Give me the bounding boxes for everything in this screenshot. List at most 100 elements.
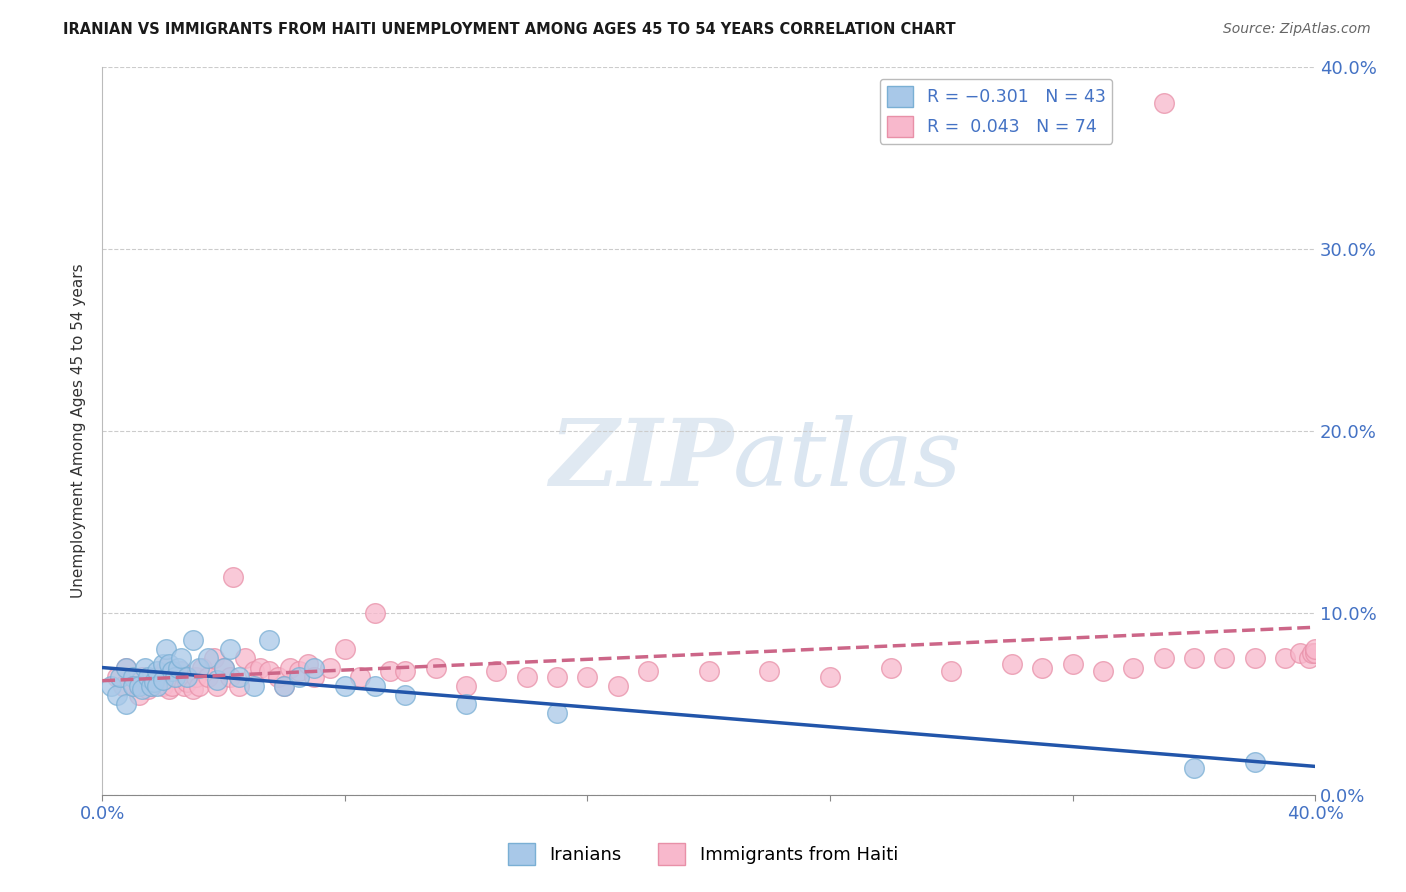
Point xyxy=(257,664,280,678)
Point xyxy=(1122,660,1144,674)
Point xyxy=(152,679,174,693)
Point xyxy=(637,664,659,678)
Point xyxy=(167,670,190,684)
Point xyxy=(170,664,193,678)
Point xyxy=(173,679,195,693)
Point xyxy=(181,633,204,648)
Point xyxy=(170,651,193,665)
Point xyxy=(155,642,177,657)
Point xyxy=(249,660,271,674)
Point xyxy=(228,679,250,693)
Point xyxy=(333,642,356,657)
Point xyxy=(1062,657,1084,671)
Point xyxy=(207,673,229,688)
Point xyxy=(304,670,326,684)
Point xyxy=(152,657,174,671)
Point xyxy=(456,697,478,711)
Point xyxy=(115,697,138,711)
Point xyxy=(1091,664,1114,678)
Point xyxy=(207,679,229,693)
Point xyxy=(304,660,326,674)
Point xyxy=(105,688,128,702)
Point xyxy=(176,670,198,684)
Point xyxy=(128,688,150,702)
Point xyxy=(121,670,143,684)
Point xyxy=(157,657,180,671)
Point xyxy=(146,679,169,693)
Point xyxy=(136,682,159,697)
Point xyxy=(142,675,165,690)
Point xyxy=(818,670,841,684)
Point xyxy=(233,651,256,665)
Point xyxy=(146,670,169,684)
Point xyxy=(139,679,162,693)
Point xyxy=(160,679,183,693)
Point xyxy=(456,679,478,693)
Point xyxy=(191,660,214,674)
Point xyxy=(221,569,243,583)
Point xyxy=(121,679,143,693)
Point xyxy=(176,675,198,690)
Point xyxy=(1298,651,1320,665)
Point xyxy=(485,664,508,678)
Point xyxy=(157,682,180,697)
Point xyxy=(163,670,186,684)
Point xyxy=(1182,761,1205,775)
Point xyxy=(155,660,177,674)
Point xyxy=(115,660,138,674)
Point xyxy=(197,651,219,665)
Point xyxy=(380,664,402,678)
Point xyxy=(546,670,568,684)
Point xyxy=(139,679,162,693)
Point xyxy=(1243,756,1265,770)
Point xyxy=(243,664,266,678)
Point xyxy=(186,670,208,684)
Point xyxy=(218,642,240,657)
Point xyxy=(212,660,235,674)
Point xyxy=(197,670,219,684)
Point xyxy=(105,670,128,684)
Point xyxy=(160,664,183,678)
Point xyxy=(941,664,963,678)
Point xyxy=(297,657,319,671)
Point xyxy=(1182,651,1205,665)
Point xyxy=(1031,660,1053,674)
Point xyxy=(228,670,250,684)
Point xyxy=(394,688,416,702)
Point xyxy=(257,633,280,648)
Point xyxy=(1289,646,1312,660)
Legend: Iranians, Immigrants from Haiti: Iranians, Immigrants from Haiti xyxy=(501,836,905,872)
Point xyxy=(100,679,122,693)
Point xyxy=(1243,651,1265,665)
Point xyxy=(697,664,720,678)
Point xyxy=(1001,657,1024,671)
Point xyxy=(1303,646,1326,660)
Point xyxy=(273,679,295,693)
Point xyxy=(131,670,153,684)
Point xyxy=(278,660,301,674)
Point xyxy=(364,606,387,620)
Point xyxy=(131,682,153,697)
Point xyxy=(333,679,356,693)
Point xyxy=(516,670,538,684)
Point xyxy=(188,660,211,674)
Point xyxy=(181,682,204,697)
Point xyxy=(167,660,190,674)
Point xyxy=(110,670,132,684)
Point xyxy=(121,679,143,693)
Point xyxy=(1213,651,1236,665)
Point xyxy=(606,679,628,693)
Text: IRANIAN VS IMMIGRANTS FROM HAITI UNEMPLOYMENT AMONG AGES 45 TO 54 YEARS CORRELAT: IRANIAN VS IMMIGRANTS FROM HAITI UNEMPLO… xyxy=(63,22,956,37)
Point xyxy=(288,664,311,678)
Point xyxy=(1153,95,1175,110)
Point xyxy=(349,670,371,684)
Point xyxy=(136,670,159,684)
Point xyxy=(218,670,240,684)
Text: ZIP: ZIP xyxy=(548,415,733,505)
Point xyxy=(879,660,901,674)
Point xyxy=(318,660,340,674)
Point xyxy=(546,706,568,720)
Point xyxy=(758,664,780,678)
Text: atlas: atlas xyxy=(733,415,963,505)
Point xyxy=(112,679,135,693)
